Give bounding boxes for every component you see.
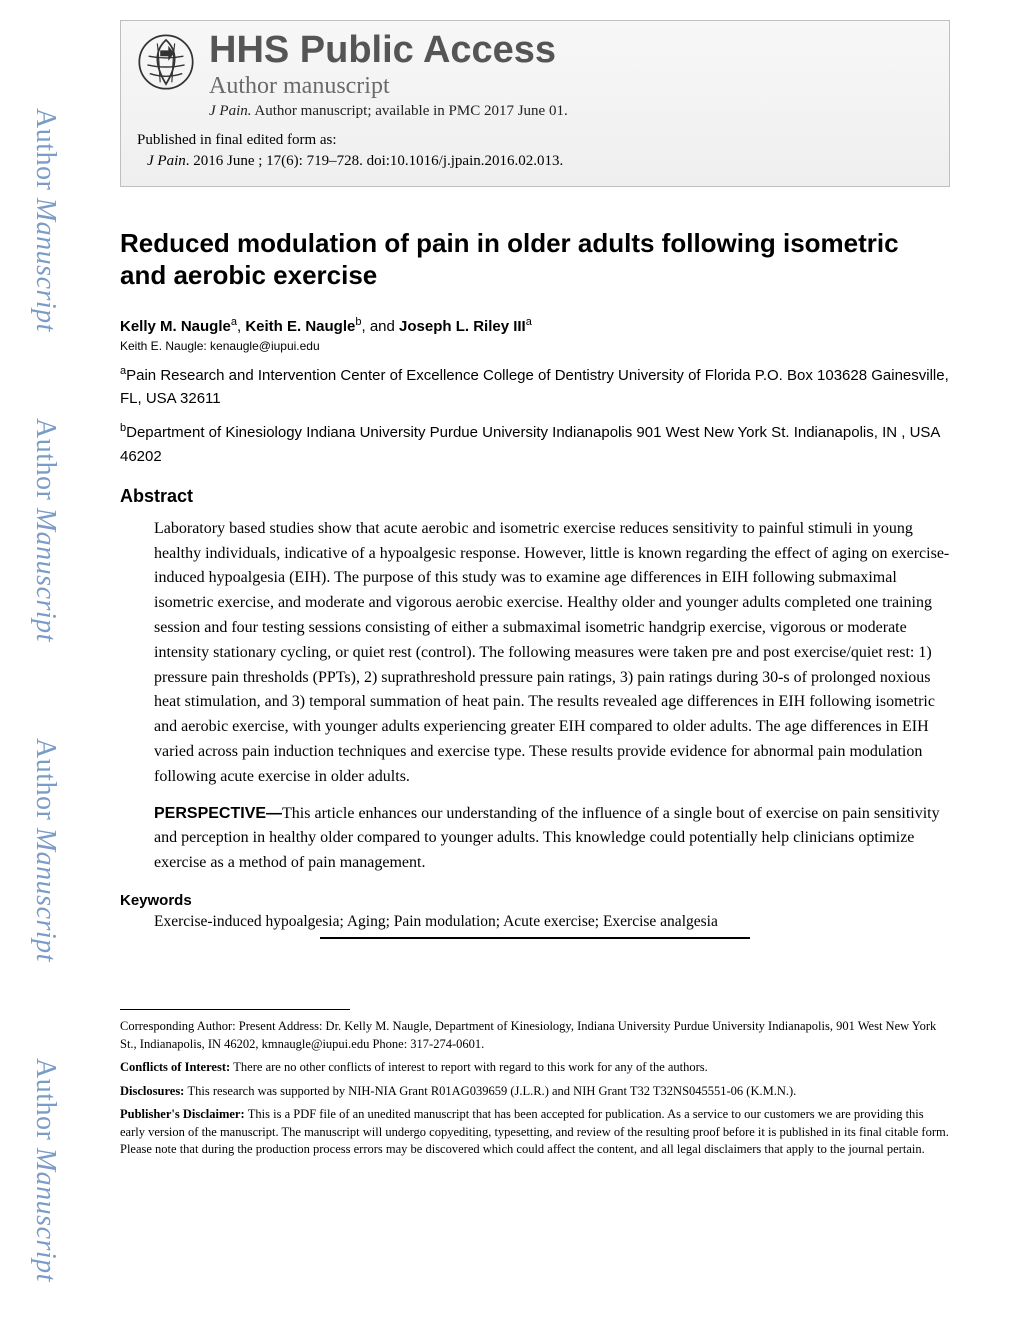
fn-publisher: Publisher's Disclaimer: This is a PDF fi… [120, 1106, 950, 1159]
perspective-label: PERSPECTIVE— [154, 805, 282, 822]
citation-rest: . 2016 June ; 17(6): 719–728. doi:10.101… [186, 153, 563, 169]
author-contact: Keith E. Naugle: kenaugle@iupui.edu [120, 339, 950, 353]
watermark-author-manuscript: Author Manuscript [18, 400, 72, 660]
keywords-heading: Keywords [120, 892, 950, 909]
hhs-logo-icon [137, 33, 195, 91]
watermark-author-manuscript: Author Manuscript [18, 1040, 72, 1300]
citation-line: J Pain. 2016 June ; 17(6): 719–728. doi:… [137, 151, 933, 172]
journal-availability-line: J Pain. Author manuscript; available in … [209, 103, 568, 120]
page-content: HHS Public Access Author manuscript J Pa… [120, 20, 950, 1165]
abstract-body: Laboratory based studies show that acute… [120, 517, 950, 876]
fn-disclosures: Disclosures: This research was supported… [120, 1083, 950, 1101]
journal-name: J Pain. [209, 103, 252, 119]
banner-subtitle: Author manuscript [209, 73, 568, 100]
wm-normal: Author [30, 108, 61, 198]
keywords-text: Exercise-induced hypoalgesia; Aging; Pai… [120, 913, 950, 931]
article-title: Reduced modulation of pain in older adul… [120, 227, 950, 292]
footnotes: Corresponding Author: Present Address: D… [120, 1018, 950, 1159]
abstract-heading: Abstract [120, 486, 950, 507]
abstract-perspective: PERSPECTIVE—This article enhances our un… [154, 802, 950, 876]
watermark-author-manuscript: Author Manuscript [18, 90, 72, 350]
fn-conflicts: Conflicts of Interest: There are no othe… [120, 1059, 950, 1077]
fn-corresponding: Corresponding Author: Present Address: D… [120, 1018, 950, 1053]
published-in-intro: Published in final edited form as: [137, 130, 933, 151]
watermark-author-manuscript: Author Manuscript [18, 720, 72, 980]
author-list: Kelly M. Nauglea, Keith E. Naugleb, and … [120, 316, 950, 335]
header-box: HHS Public Access Author manuscript J Pa… [120, 20, 950, 187]
journal-availability: Author manuscript; available in PMC 2017… [252, 103, 568, 119]
author-1: Kelly M. Naugle [120, 318, 231, 335]
author-2: Keith E. Naugle [245, 318, 355, 335]
banner-title: HHS Public Access [209, 31, 568, 71]
footnote-rule [120, 1009, 350, 1010]
wm-italic: Manuscript [30, 198, 61, 332]
affiliation-b: bDepartment of Kinesiology Indiana Unive… [120, 420, 950, 468]
abstract-p1: Laboratory based studies show that acute… [154, 517, 950, 790]
citation-journal: J Pain [147, 153, 186, 169]
keywords-rule [320, 937, 750, 939]
published-in-block: Published in final edited form as: J Pai… [137, 130, 933, 172]
author-3: Joseph L. Riley III [399, 318, 526, 335]
affiliation-a: aPain Research and Intervention Center o… [120, 363, 950, 411]
